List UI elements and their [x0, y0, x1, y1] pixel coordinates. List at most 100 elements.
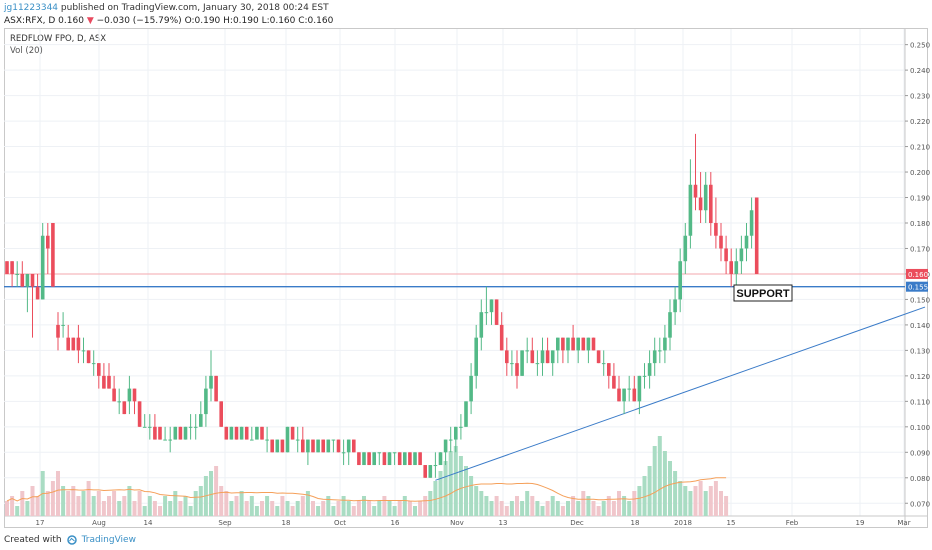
candle-body — [15, 273, 19, 275]
trendline — [435, 306, 926, 481]
x-tick-label: 2018 — [674, 519, 692, 527]
candle-body — [35, 286, 40, 300]
volume-bar — [418, 501, 423, 516]
candle-body — [540, 350, 545, 364]
volume-bar — [198, 486, 203, 516]
volume-bar — [627, 501, 632, 516]
volume-bar — [214, 466, 219, 516]
volume-bar — [117, 501, 122, 516]
volume-bar — [295, 501, 300, 516]
candle-body — [209, 375, 213, 389]
volume-bar — [86, 481, 91, 516]
volume-bar — [586, 496, 591, 516]
candle-body — [607, 363, 611, 376]
ohlc-line: ASX:RFX, D 0.160 ▼ −0.030 (−15.79%) O:0.… — [4, 16, 333, 26]
volume-bar — [703, 491, 708, 516]
volume-bar — [499, 501, 504, 516]
tradingview-brand[interactable]: TradingView — [81, 535, 136, 545]
volume-bar — [530, 496, 535, 516]
candle-body — [86, 350, 91, 364]
volume-bar — [50, 481, 55, 516]
volume-bar — [504, 506, 509, 516]
author-link[interactable]: jg11223344 — [4, 3, 59, 13]
price-label-text: 0.160 — [908, 271, 928, 279]
x-tick-label: Mar — [897, 519, 910, 527]
candle-body — [739, 248, 744, 262]
volume-bar — [107, 496, 111, 516]
candle-body — [627, 388, 631, 390]
volume-bar — [260, 501, 264, 516]
candle-body — [652, 350, 657, 364]
volume-bar — [479, 491, 484, 516]
candle-body — [234, 426, 239, 440]
candle-body — [295, 439, 300, 441]
candle-body — [683, 235, 688, 262]
volume-bar — [474, 486, 479, 516]
x-tick-label: Aug — [92, 519, 106, 527]
volume-bar — [127, 486, 132, 516]
volume-bar — [698, 481, 703, 516]
candle-body — [698, 197, 703, 211]
candle-body — [188, 426, 193, 428]
candle-body — [556, 337, 560, 351]
candle-body — [612, 375, 616, 389]
candle-body — [510, 363, 514, 365]
publish-info: jg11223344 published on TradingView.com,… — [4, 3, 329, 13]
candle-body — [754, 197, 759, 274]
candle-body — [581, 337, 586, 351]
volume-bar — [448, 451, 453, 516]
candle-body — [193, 426, 198, 428]
candle-body — [10, 261, 14, 274]
volume-bar — [76, 496, 81, 516]
candle-body — [576, 337, 580, 351]
volume-bar — [668, 461, 672, 516]
candle-body — [214, 375, 218, 402]
y-tick-label: 0.070 — [910, 500, 930, 508]
publish-text: published on TradingView.com, January 30… — [60, 3, 329, 13]
candle-body — [744, 235, 749, 249]
volume-bar — [525, 491, 530, 516]
tradingview-logo-icon — [66, 535, 77, 545]
volume-bar — [489, 501, 494, 516]
price-label-badge — [906, 268, 928, 279]
volume-bar — [662, 451, 667, 516]
candle-body — [693, 184, 698, 198]
candle-body — [433, 465, 438, 467]
volume-bar — [61, 486, 66, 516]
volume-bar — [632, 491, 637, 516]
candle-body — [346, 439, 351, 453]
volume-bar — [438, 471, 443, 516]
candle-body — [459, 426, 463, 428]
candle-body — [40, 235, 45, 300]
candle-body — [678, 261, 682, 300]
volume-bar — [346, 501, 351, 516]
candle-body — [137, 401, 142, 427]
candle-body — [530, 350, 535, 364]
candle-body — [709, 184, 713, 223]
candle-body — [535, 363, 540, 365]
candle-body — [229, 426, 234, 440]
candle-body — [260, 426, 264, 440]
candle-body — [647, 363, 652, 376]
volume-bar — [362, 496, 366, 516]
volume-bar — [555, 501, 560, 516]
volume-bar — [581, 491, 586, 516]
volume-bar — [469, 476, 474, 516]
y-tick-label: 0.120 — [910, 373, 930, 381]
volume-bar — [316, 506, 321, 516]
volume-bar — [152, 501, 157, 516]
candle-body — [61, 324, 65, 326]
volume-bar — [673, 471, 678, 516]
volume-bar — [122, 496, 127, 516]
candle-body — [219, 401, 223, 427]
volume-bar — [56, 471, 60, 516]
volume-bar — [402, 496, 407, 516]
candle-body — [729, 261, 733, 274]
volume-bar — [606, 496, 611, 516]
volume-bar — [336, 501, 341, 516]
volume-bar — [173, 491, 178, 516]
candle-body — [336, 439, 341, 453]
candle-body — [178, 426, 183, 440]
volume-bar — [275, 506, 280, 516]
